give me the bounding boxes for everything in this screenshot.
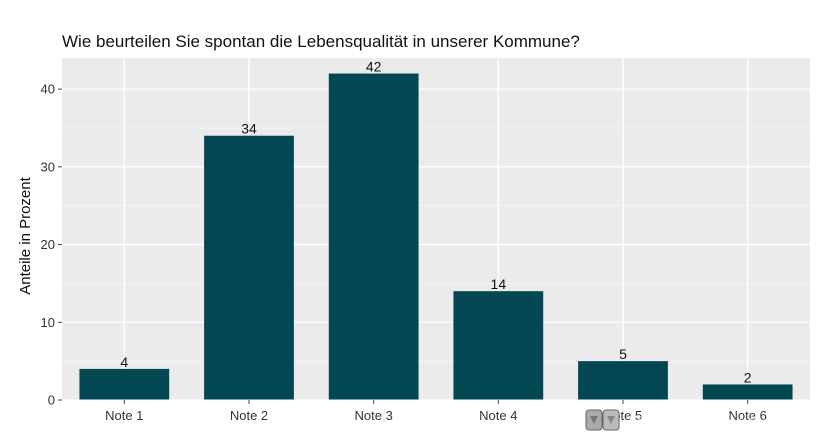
data-label-6: 2 — [744, 369, 752, 385]
x-tick-label: Note 6 — [729, 408, 767, 423]
bar-6 — [702, 384, 793, 400]
watermark: Verlag Hohenbach — [585, 409, 793, 435]
y-tick-label: 30 — [41, 159, 55, 174]
y-axis-ticks: 0 10 20 30 40 — [41, 82, 62, 408]
data-label-3: 42 — [366, 59, 382, 75]
bar-5 — [578, 361, 668, 400]
x-tick-label: Note 2 — [230, 408, 268, 423]
bar-2 — [204, 135, 294, 400]
crest-logo-icon — [585, 409, 620, 431]
y-tick-label: 10 — [41, 315, 55, 330]
chart-title: Wie beurteilen Sie spontan die Lebensqua… — [62, 32, 580, 51]
bar-1 — [79, 368, 170, 400]
minor-gridlines — [62, 127, 810, 362]
bar-3 — [328, 73, 419, 400]
bars — [79, 73, 793, 400]
data-label-1: 4 — [120, 354, 128, 370]
y-tick-label: 40 — [41, 82, 55, 97]
data-label-2: 34 — [241, 121, 257, 137]
plot-panel — [62, 58, 810, 400]
y-tick-label: 20 — [41, 237, 55, 252]
x-tick-label: Note 1 — [105, 408, 143, 423]
x-tick-label: Note 4 — [479, 408, 517, 423]
data-label-4: 14 — [491, 276, 507, 292]
data-label-5: 5 — [619, 346, 627, 362]
watermark-text: Verlag Hohenbach — [628, 413, 793, 435]
y-axis-label: Anteile in Prozent — [17, 176, 34, 294]
y-tick-label: 0 — [48, 393, 55, 408]
bar-4 — [453, 291, 544, 400]
data-labels: 4 34 42 14 5 2 — [120, 59, 751, 386]
x-tick-label: Note 3 — [355, 408, 393, 423]
